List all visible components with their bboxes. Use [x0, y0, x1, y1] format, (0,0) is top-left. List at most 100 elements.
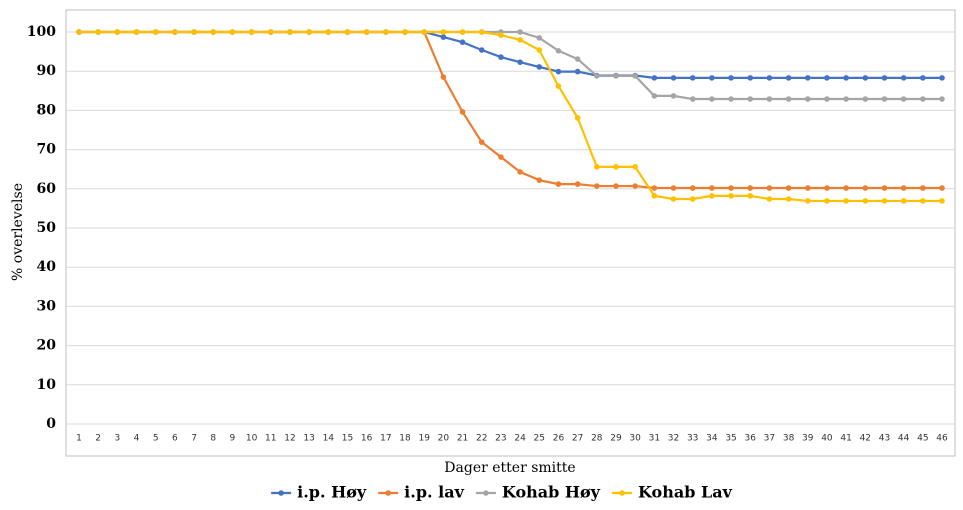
data-point	[440, 34, 447, 40]
x-tick-label: 39	[802, 434, 814, 444]
data-point	[689, 75, 696, 81]
x-tick-label: 44	[898, 434, 910, 444]
data-point	[344, 29, 351, 35]
x-tick-label: 32	[668, 434, 679, 444]
data-point	[862, 198, 869, 204]
legend-label: Kohab Lav	[638, 483, 733, 502]
data-point	[133, 29, 140, 35]
data-point	[900, 185, 907, 191]
data-point	[574, 68, 581, 75]
x-tick-label: 11	[265, 434, 276, 444]
x-tick-label: 10	[246, 434, 258, 444]
data-point	[728, 193, 734, 199]
data-point	[843, 198, 849, 204]
data-point	[651, 193, 658, 199]
x-tick-label: 6	[172, 434, 178, 444]
data-point	[862, 75, 869, 81]
data-point	[517, 59, 523, 65]
data-point	[440, 74, 447, 80]
data-point	[191, 29, 197, 35]
data-point	[920, 96, 926, 102]
x-tick-label: 7	[191, 434, 197, 444]
data-point	[383, 29, 389, 35]
legend-label: Kohab Høy	[502, 483, 601, 502]
data-point	[709, 185, 715, 191]
legend-item: i.p. Høy	[271, 483, 367, 502]
data-point	[555, 48, 562, 54]
data-point	[728, 185, 734, 191]
data-point	[210, 29, 217, 35]
data-point	[747, 75, 754, 81]
data-point	[920, 75, 926, 81]
data-point	[900, 96, 907, 102]
data-point	[766, 185, 773, 191]
x-tick-label: 24	[514, 434, 526, 444]
data-point	[766, 96, 773, 102]
data-point	[804, 198, 811, 204]
data-point	[536, 47, 543, 53]
data-point	[498, 54, 504, 60]
data-point	[651, 185, 658, 191]
data-point	[613, 73, 619, 79]
legend-label: i.p. Høy	[297, 483, 367, 502]
data-point	[804, 96, 811, 102]
data-point	[670, 93, 677, 99]
data-point	[363, 29, 370, 35]
data-point	[862, 185, 869, 191]
x-tick-label: 43	[879, 434, 890, 444]
data-point	[306, 29, 312, 35]
x-tick-label: 5	[153, 434, 159, 444]
x-tick-label: 33	[687, 434, 698, 444]
data-point	[843, 96, 849, 102]
plot-frame	[65, 9, 956, 457]
x-tick-label: 41	[840, 434, 851, 444]
data-point	[824, 198, 830, 204]
x-tick-label: 36	[745, 434, 757, 444]
x-tick-label: 34	[706, 434, 718, 444]
data-point	[632, 164, 638, 170]
data-point	[843, 75, 849, 81]
data-point	[114, 29, 121, 35]
data-point	[76, 29, 82, 35]
data-point	[747, 96, 754, 102]
data-point	[709, 75, 715, 81]
data-point	[939, 96, 945, 102]
data-point	[747, 193, 754, 199]
x-tick-label: 3	[114, 434, 120, 444]
data-point	[536, 35, 543, 41]
x-tick-label: 20	[438, 434, 450, 444]
data-point	[478, 29, 485, 35]
data-point	[555, 181, 562, 187]
data-point	[632, 73, 638, 79]
data-point	[824, 96, 830, 102]
data-point	[574, 181, 581, 187]
data-point	[747, 185, 754, 191]
data-point	[689, 185, 696, 191]
legend-label: i.p. lav	[404, 483, 464, 502]
y-tick-label: 60	[37, 181, 57, 197]
data-point	[804, 185, 811, 191]
x-tick-label: 14	[323, 434, 335, 444]
data-point	[785, 96, 792, 102]
data-point	[517, 169, 523, 175]
data-point	[881, 75, 888, 81]
data-point	[709, 193, 715, 199]
data-point	[728, 75, 734, 81]
data-point	[172, 29, 178, 35]
data-point	[594, 73, 600, 79]
x-tick-label: 12	[284, 434, 295, 444]
x-tick-label: 9	[230, 434, 236, 444]
data-point	[824, 75, 830, 81]
data-point	[613, 183, 619, 189]
data-point	[785, 185, 792, 191]
data-point	[536, 177, 543, 183]
data-point	[900, 75, 907, 81]
data-point	[824, 185, 830, 191]
x-tick-label: 17	[380, 434, 391, 444]
data-point	[728, 96, 734, 102]
x-tick-label: 18	[399, 434, 411, 444]
data-point	[248, 29, 255, 35]
data-point	[459, 109, 466, 115]
x-tick-label: 26	[553, 434, 565, 444]
data-point	[689, 96, 696, 102]
